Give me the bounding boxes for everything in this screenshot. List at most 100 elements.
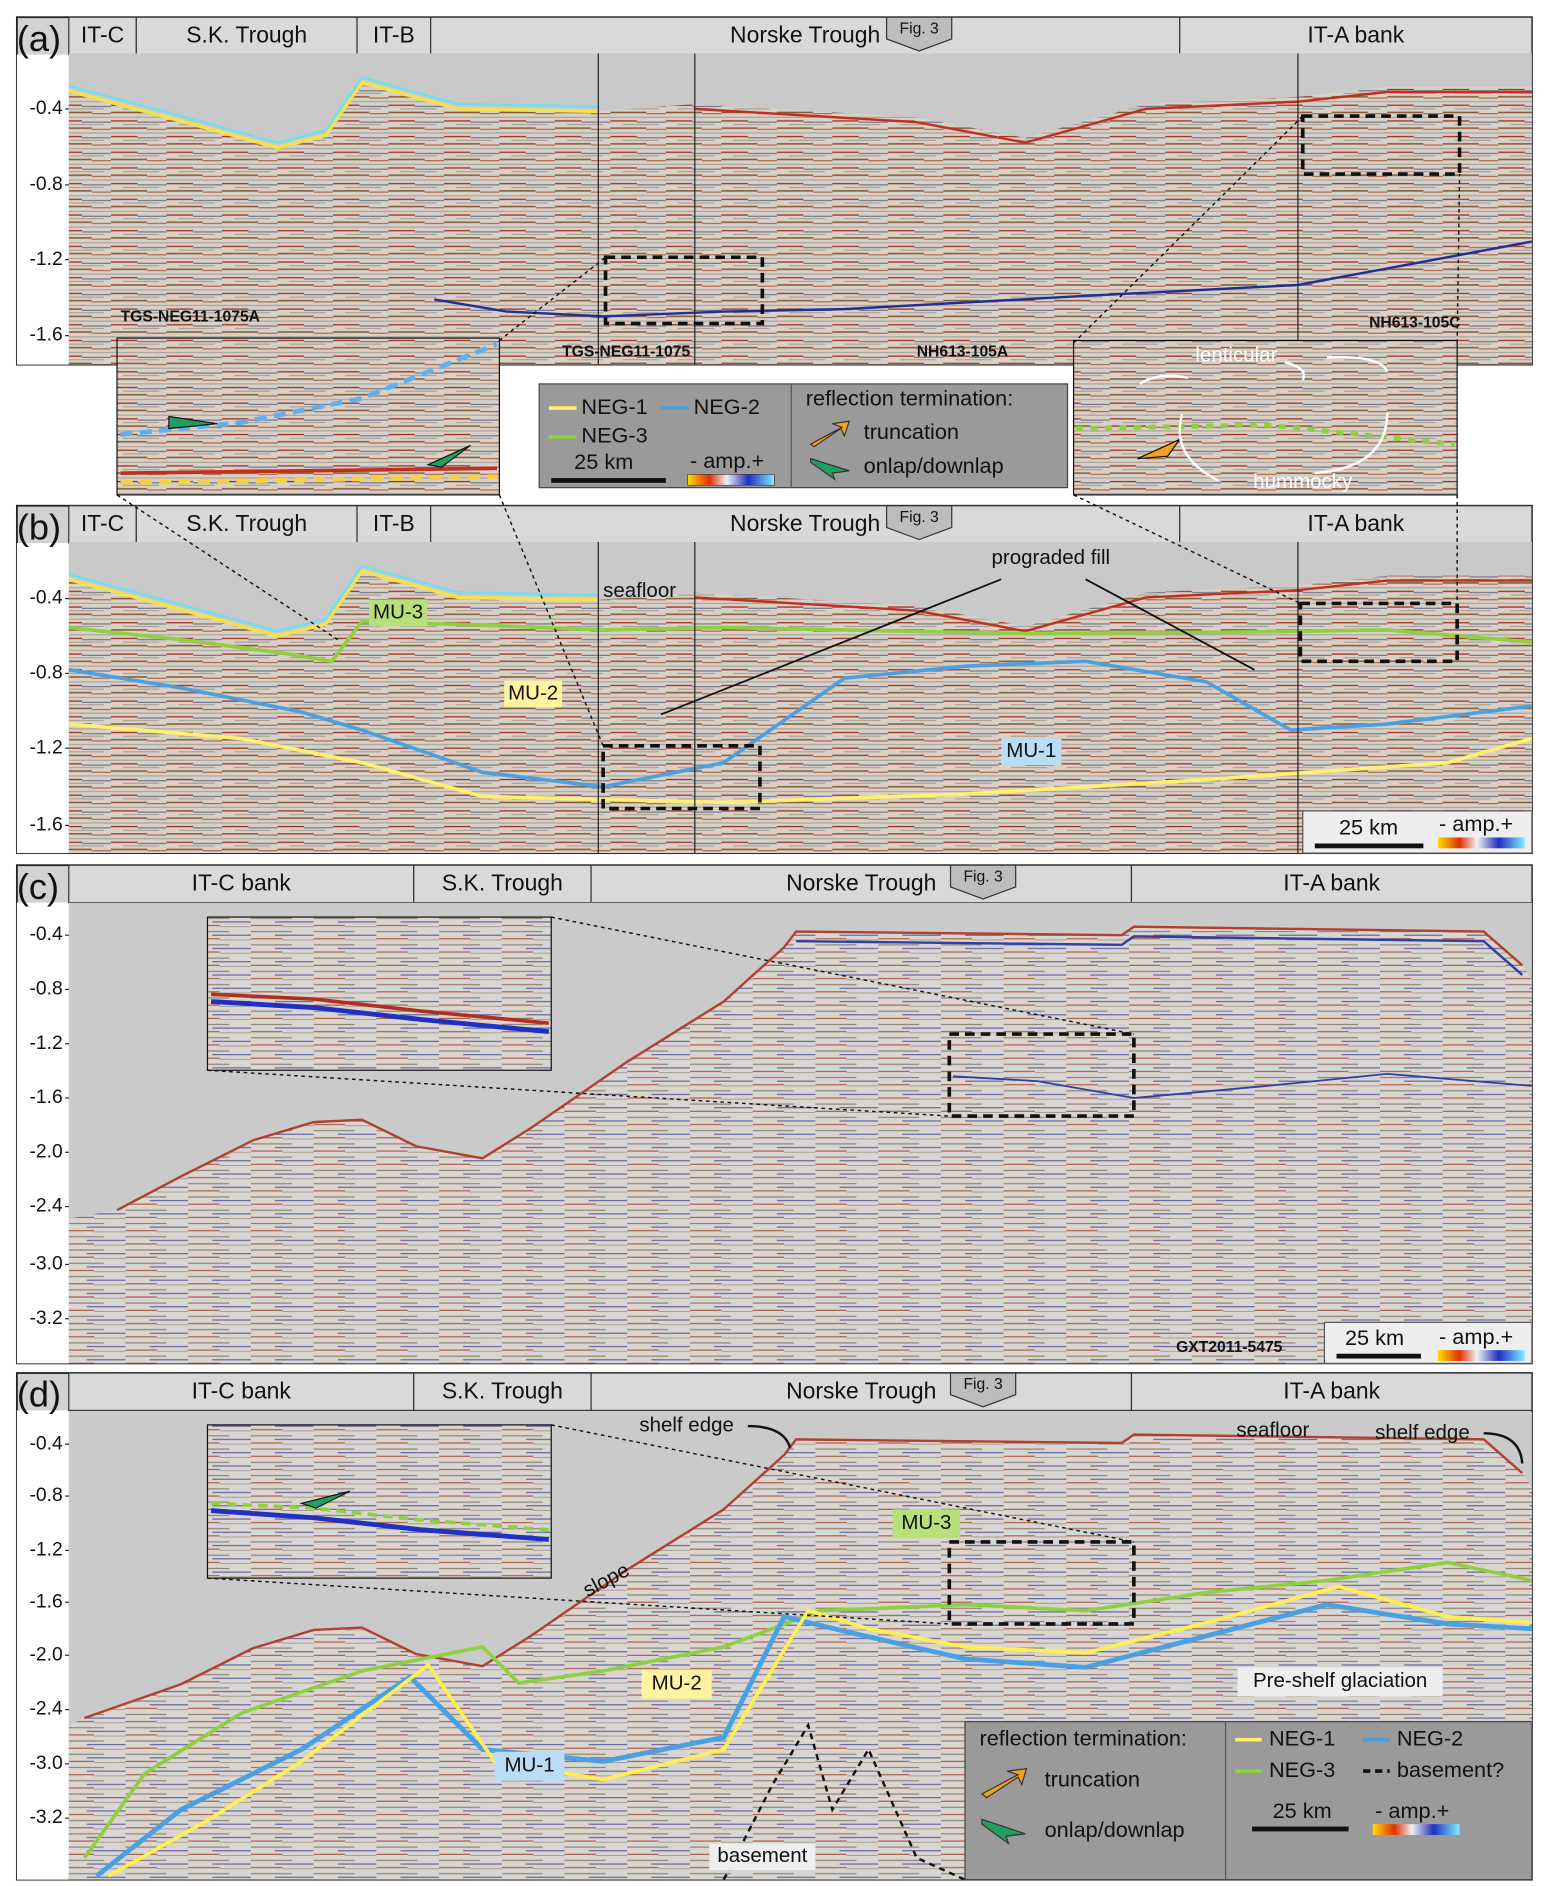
label-box xyxy=(494,1751,565,1781)
line-name: TGS-NEG11-1075 xyxy=(562,344,690,361)
header-cell xyxy=(1179,505,1533,544)
amp-label: - amp.+ xyxy=(1439,1324,1513,1349)
label-box xyxy=(1237,1667,1443,1697)
y-tick-label: -2.4 xyxy=(29,1699,63,1720)
line-name: NH613-105C xyxy=(1369,315,1460,332)
unit-label: MU-2 xyxy=(652,1672,702,1695)
y-tick-label: -0.4 xyxy=(29,1433,63,1454)
legend-box xyxy=(538,383,1069,489)
header-cell xyxy=(1130,864,1533,904)
y-tick-label: -1.2 xyxy=(29,249,62,270)
legend-entry: NEG-2 xyxy=(694,394,760,419)
header-label: IT-C xyxy=(81,510,124,536)
legend-entry: onlap/downlap xyxy=(864,453,1004,478)
legend-entry: NEG-2 xyxy=(1397,1725,1463,1750)
amp-bar xyxy=(687,474,775,486)
header-cell xyxy=(356,16,432,56)
inset-left xyxy=(116,337,500,496)
legend-entry: NEG-1 xyxy=(1269,1725,1335,1750)
legend-entry: truncation xyxy=(1045,1766,1140,1791)
header-label: IT-C bank xyxy=(192,870,292,896)
fig-ref: Fig. 3 xyxy=(963,868,1002,885)
legend-entry: NEG-1 xyxy=(581,394,647,419)
annotation: seafloor xyxy=(1236,1418,1309,1441)
y-tick-label: -1.6 xyxy=(29,1087,62,1108)
y-tick-label: -0.8 xyxy=(29,174,62,195)
scale-label: 25 km xyxy=(574,449,633,474)
inset-d xyxy=(206,1424,552,1579)
label-box xyxy=(709,1843,816,1871)
fig-tag xyxy=(949,864,1017,900)
connectors xyxy=(116,115,1461,1625)
legend-entry: NEG-3 xyxy=(581,423,647,448)
panel-label: (d) xyxy=(17,1374,61,1415)
legend-entry: onlap/downlap xyxy=(1045,1817,1185,1842)
y-tick-label: -1.2 xyxy=(29,737,62,758)
unit-label: MU-2 xyxy=(508,681,558,704)
inset-label: lenticular xyxy=(1195,344,1277,367)
header-cell xyxy=(356,505,432,544)
line-name: TGS-NEG11-1075A xyxy=(121,309,260,326)
y-tick-label: -2.0 xyxy=(29,1644,62,1665)
header-label: S.K. Trough xyxy=(442,1377,563,1403)
legend-entry: NEG-3 xyxy=(1269,1757,1335,1782)
pointer xyxy=(1483,1432,1524,1464)
unit-label: MU-1 xyxy=(504,1754,554,1777)
seismic-b xyxy=(68,541,1532,854)
label-box xyxy=(641,1669,712,1699)
legend-entry: basement? xyxy=(1397,1757,1504,1782)
annotation: shelf edge xyxy=(639,1414,734,1437)
seismic-a xyxy=(68,53,1532,365)
legend-title: reflection termination: xyxy=(979,1725,1186,1750)
header-label: S.K. Trough xyxy=(442,870,563,896)
header-cell xyxy=(413,864,592,904)
annotation: Pre-shelf glaciation xyxy=(1253,1669,1427,1692)
amp-label: - amp.+ xyxy=(1375,1798,1449,1823)
fig-ref: Fig. 3 xyxy=(900,509,939,526)
axis-strip xyxy=(16,54,69,365)
header-cell xyxy=(1130,1372,1533,1412)
y-tick-label: -2.0 xyxy=(29,1141,62,1162)
annotation: seafloor xyxy=(603,579,676,602)
annotation: basement xyxy=(717,1844,807,1867)
y-tick-label: -0.8 xyxy=(29,979,62,1000)
legend-entry: truncation xyxy=(864,419,959,444)
inset-right xyxy=(1072,339,1458,496)
label-box xyxy=(892,1509,961,1539)
scale-label: 25 km xyxy=(1345,1325,1404,1350)
y-tick-label: -0.4 xyxy=(29,924,63,945)
panel-label: (a) xyxy=(17,18,61,59)
unit-label: MU-3 xyxy=(901,1511,951,1534)
fig-tag xyxy=(885,505,953,541)
scale-b: 25 km - amp.+ xyxy=(1302,810,1533,854)
header-cell xyxy=(590,1372,1133,1412)
scale-label: 25 km xyxy=(1339,815,1398,840)
header-cell xyxy=(430,505,1181,544)
legend-title: reflection termination: xyxy=(806,385,1013,410)
fig-ref: Fig. 3 xyxy=(900,20,939,37)
header-label: IT-A bank xyxy=(1307,22,1404,48)
scale-bar xyxy=(551,477,666,483)
header-cell xyxy=(68,864,415,904)
pointer xyxy=(747,1424,792,1449)
label-box xyxy=(504,680,563,708)
header-label: Norske Trough xyxy=(730,22,880,48)
panel-label: (b) xyxy=(17,506,61,547)
header-cell xyxy=(1179,16,1533,56)
fig-ref: Fig. 3 xyxy=(963,1376,1002,1393)
amp-label: - amp.+ xyxy=(690,448,764,473)
amp-label: - amp.+ xyxy=(1439,811,1513,836)
header-label: IT-A bank xyxy=(1283,870,1380,896)
panel-label: (c) xyxy=(17,866,59,907)
y-tick-label: -0.8 xyxy=(29,662,62,683)
header-label: IT-B xyxy=(373,22,415,48)
y-tick-label: -1.6 xyxy=(29,325,62,346)
y-tick-label: -0.8 xyxy=(29,1485,62,1506)
line-name: NH613-105A xyxy=(917,344,1008,361)
header-cell xyxy=(68,505,137,544)
header-label: Norske Trough xyxy=(786,870,936,896)
fig-tag xyxy=(885,16,953,52)
y-tick-label: -0.4 xyxy=(29,588,63,609)
header-label: Norske Trough xyxy=(786,1377,936,1403)
legend-d: reflection termination: truncation onlap… xyxy=(964,1721,1533,1881)
